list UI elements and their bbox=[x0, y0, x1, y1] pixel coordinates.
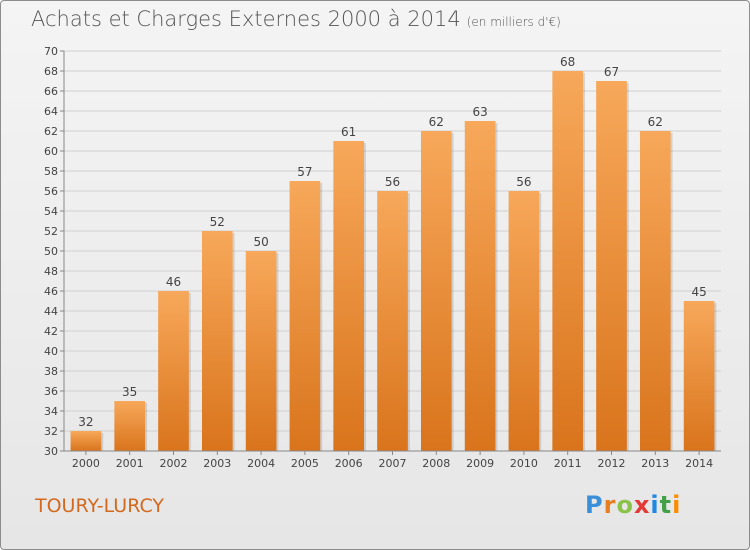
y-tick-label: 32 bbox=[44, 425, 58, 438]
bar bbox=[639, 131, 671, 451]
bar-value-label: 56 bbox=[385, 175, 400, 189]
bar-value-label: 50 bbox=[253, 235, 268, 249]
y-tick-label: 46 bbox=[44, 285, 58, 298]
chart-title: Achats et Charges Externes 2000 à 2014 (e… bbox=[31, 7, 561, 31]
x-tick-label: 2008 bbox=[422, 457, 450, 470]
y-tick-label: 60 bbox=[44, 145, 58, 158]
logo-letter: x bbox=[633, 491, 651, 519]
bar-value-label: 45 bbox=[691, 285, 706, 299]
logo-letter: i bbox=[672, 491, 682, 519]
proxiti-logo: Proxiti bbox=[585, 491, 681, 519]
bar bbox=[377, 191, 408, 451]
x-tick-label: 2014 bbox=[685, 457, 713, 470]
bar bbox=[245, 251, 277, 451]
y-tick-label: 54 bbox=[44, 205, 58, 218]
bar bbox=[420, 131, 452, 451]
bar-value-label: 67 bbox=[604, 65, 619, 79]
y-tick-label: 40 bbox=[44, 345, 58, 358]
bar bbox=[333, 141, 365, 451]
y-tick-label: 42 bbox=[44, 325, 58, 338]
x-tick-label: 2004 bbox=[247, 457, 275, 470]
x-tick-label: 2000 bbox=[72, 457, 100, 470]
bars: 32 35 46 52 50 57 61 56 62 63 56 68 67 62 45 bbox=[70, 55, 717, 451]
y-tick-label: 62 bbox=[44, 125, 58, 138]
y-tick-label: 70 bbox=[44, 45, 58, 58]
bar bbox=[114, 401, 146, 451]
chart-title-text: Achats et Charges Externes 2000 à 2014 bbox=[31, 7, 461, 31]
bar-value-label: 62 bbox=[648, 115, 663, 129]
x-tick-label: 2011 bbox=[554, 457, 582, 470]
x-tick-label: 2007 bbox=[379, 457, 407, 470]
bar-value-label: 57 bbox=[297, 165, 312, 179]
y-tick-label: 44 bbox=[44, 305, 58, 318]
x-tick-label: 2013 bbox=[641, 457, 669, 470]
x-tick-label: 2002 bbox=[160, 457, 188, 470]
y-tick-label: 58 bbox=[44, 165, 58, 178]
chart-unit: (en milliers d'€) bbox=[466, 15, 561, 29]
y-tick-label: 56 bbox=[44, 185, 58, 198]
bar bbox=[508, 191, 540, 451]
x-tick-label: 2012 bbox=[598, 457, 626, 470]
x-axis: 2000 2001 2002 2003 2004 2005 2006 2007 2008 2009… bbox=[64, 450, 721, 470]
y-tick-label: 68 bbox=[44, 65, 58, 78]
x-tick-label: 2001 bbox=[116, 457, 144, 470]
bar bbox=[464, 121, 496, 451]
bar bbox=[683, 301, 715, 451]
bar bbox=[70, 431, 102, 451]
x-tick-label: 2005 bbox=[291, 457, 319, 470]
bar-value-label: 52 bbox=[210, 215, 225, 229]
y-tick-label: 64 bbox=[44, 105, 58, 118]
logo-letter: i bbox=[650, 491, 660, 519]
y-axis: 30 32 34 36 38 40 42 44 46 48 50 52 54 56 58 60 62 64 66 68… bbox=[44, 45, 65, 458]
bar-value-label: 68 bbox=[560, 55, 575, 69]
x-tick-label: 2003 bbox=[203, 457, 231, 470]
commune-name: TOURY-LURCY bbox=[35, 495, 165, 517]
bar bbox=[552, 71, 584, 451]
logo-letter: o bbox=[616, 491, 634, 519]
y-tick-label: 52 bbox=[44, 225, 58, 238]
bar-value-label: 61 bbox=[341, 125, 356, 139]
y-tick-label: 36 bbox=[44, 385, 58, 398]
bar-value-label: 62 bbox=[429, 115, 444, 129]
bar bbox=[596, 81, 627, 451]
y-tick-label: 38 bbox=[44, 365, 58, 378]
bar-value-label: 63 bbox=[472, 105, 487, 119]
x-tick-label: 2006 bbox=[335, 457, 363, 470]
y-tick-label: 34 bbox=[44, 405, 58, 418]
y-tick-label: 30 bbox=[44, 445, 58, 458]
x-tick-label: 2009 bbox=[466, 457, 494, 470]
logo-letter: r bbox=[603, 491, 617, 519]
bar bbox=[201, 231, 233, 451]
bar-value-label: 35 bbox=[122, 385, 137, 399]
bar-value-label: 56 bbox=[516, 175, 531, 189]
bar bbox=[289, 181, 321, 451]
bar-value-label: 32 bbox=[78, 415, 93, 429]
y-tick-label: 66 bbox=[44, 85, 58, 98]
x-tick-label: 2010 bbox=[510, 457, 538, 470]
logo-letter: t bbox=[659, 491, 673, 519]
logo-letter: P bbox=[585, 491, 604, 519]
bar bbox=[158, 291, 189, 451]
y-tick-label: 50 bbox=[44, 245, 58, 258]
bar-value-label: 46 bbox=[166, 275, 181, 289]
y-tick-label: 48 bbox=[44, 265, 58, 278]
